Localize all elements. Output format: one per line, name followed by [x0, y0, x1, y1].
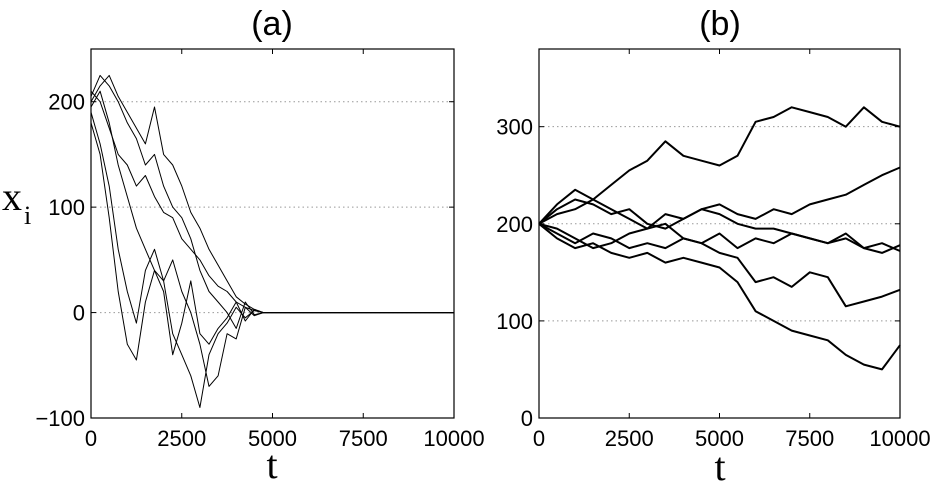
panel-b-ytick-label: 0 [521, 406, 533, 431]
panel-b-grid [539, 126, 900, 322]
panel-a-ytick-label: 100 [48, 195, 85, 220]
panel-b-series-line-5 [538, 222, 901, 308]
panel-a-series-line-1 [90, 74, 454, 314]
panel-b-title: (b) [699, 5, 741, 43]
panel-a-series-line-5 [90, 74, 454, 329]
panel-a-plot-frame [90, 48, 455, 419]
panel-b-ytick-label: 200 [496, 212, 533, 237]
panel-a-grid [91, 101, 454, 314]
panel-b-xtick-label: 5000 [695, 426, 744, 451]
panel-b-series-line-1 [538, 106, 901, 225]
panel-a-series-line-2 [90, 90, 454, 314]
panel-a-xlabel: t [266, 442, 277, 487]
panel-b-series-line-6 [538, 223, 901, 371]
panel-b-ytick-label: 100 [496, 309, 533, 334]
panel-b-series-line-4 [538, 222, 901, 254]
panel-a-title: (a) [251, 5, 293, 43]
panel-a-ytick-label: 0 [73, 301, 85, 326]
panel-b-series-line-2 [538, 166, 901, 230]
panel-a-ylabel-main: x [2, 174, 22, 219]
panel-a-xtick-label: 5000 [248, 426, 297, 451]
panel-b-xlabel: t [714, 444, 725, 488]
panel-a-ylabel: xi [2, 174, 31, 230]
panel-b-series-group [538, 106, 901, 371]
panel-a-ylabel-subscript: i [24, 201, 31, 230]
panel-a-xtick-label: 2500 [157, 426, 206, 451]
panel-b: (b) 0 2500 5000 7500 10000 0 100 200 300 t [496, 5, 930, 488]
panel-a-series-line-4 [90, 122, 454, 361]
panel-a-xtick-label: 10000 [423, 426, 484, 451]
panel-b-xtick-label: 10000 [869, 426, 930, 451]
panel-b-xtick-label: 2500 [605, 426, 654, 451]
panel-a-ytick-label: −100 [35, 406, 85, 431]
panel-a-series-line-6 [90, 90, 454, 387]
panel-b-xtick-label: 7500 [785, 426, 834, 451]
panel-b-ticks: 0 2500 5000 7500 10000 0 100 200 300 [496, 49, 931, 451]
panel-a-ytick-label: 200 [48, 90, 85, 115]
panel-b-series-line-3 [538, 188, 901, 252]
panel-b-xtick-label: 0 [533, 426, 545, 451]
panel-a-xtick-label: 0 [85, 426, 97, 451]
panel-a-series-group [90, 74, 454, 408]
panel-a-xtick-label: 7500 [339, 426, 388, 451]
panel-b-ytick-label: 300 [496, 115, 533, 140]
panel-a-series-line-3 [90, 112, 454, 408]
